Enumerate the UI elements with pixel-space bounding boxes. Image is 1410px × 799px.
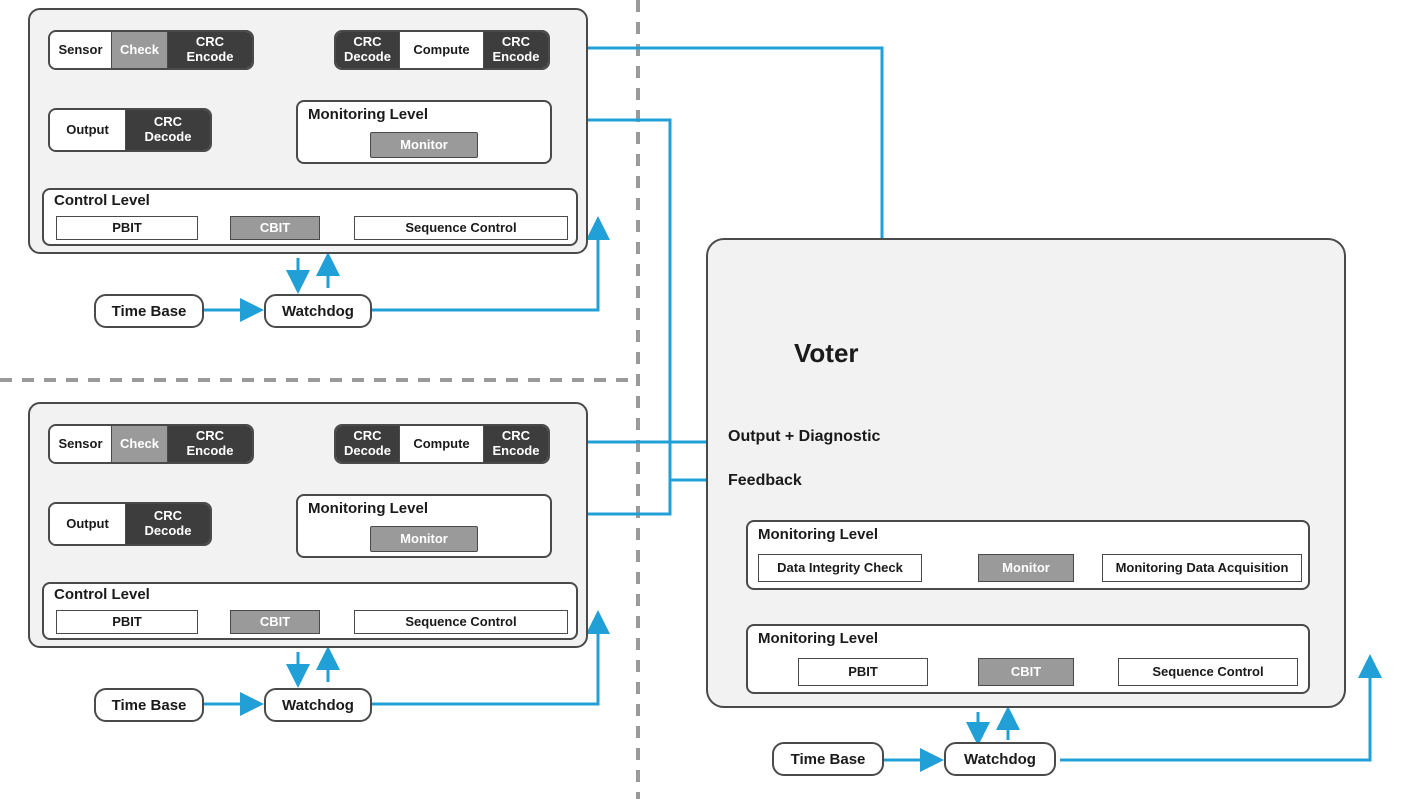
compute-cell: Compute — [400, 32, 484, 68]
sensor-cell-b: Sensor — [50, 426, 112, 462]
crc-decode-cell-a: CRC Decode — [336, 32, 400, 68]
control-level-title: Control Level — [54, 192, 150, 209]
monitoring-level-title: Monitoring Level — [308, 106, 428, 123]
voter-pbit-cell: PBIT — [798, 658, 928, 686]
voter-seq-cell: Sequence Control — [1118, 658, 1298, 686]
watchdog-a: Watchdog — [264, 294, 372, 328]
sensor-block: Sensor Check CRC Encode — [48, 30, 254, 70]
voter-cbit-cell: CBIT — [978, 658, 1074, 686]
pbit-cell-a: PBIT — [56, 216, 198, 240]
check-cell: Check — [112, 32, 168, 68]
crc-encode-cell-b2: CRC Encode — [484, 426, 548, 462]
voter-ml1-title: Monitoring Level — [758, 526, 878, 543]
seqctrl-cell-a: Sequence Control — [354, 216, 568, 240]
crc-encode-cell-b: CRC Encode — [168, 426, 252, 462]
monitor-cell-b: Monitor — [370, 526, 478, 552]
output-cell-b: Output — [50, 504, 126, 544]
monitoring-level-a: Monitoring Level Monitor — [296, 100, 552, 164]
cbit-cell-b: CBIT — [230, 610, 320, 634]
timebase-a: Time Base — [94, 294, 204, 328]
voter-monitor-cell: Monitor — [978, 554, 1074, 582]
crc-decode-cell-out: CRC Decode — [126, 110, 210, 150]
voter-ml2: Monitoring Level PBIT CBIT Sequence Cont… — [746, 624, 1310, 694]
cbit-cell-a: CBIT — [230, 216, 320, 240]
sensor-cell: Sensor — [50, 32, 112, 68]
output-block-b: Output CRC Decode — [48, 502, 212, 546]
sensor-block-b: Sensor Check CRC Encode — [48, 424, 254, 464]
timebase-b: Time Base — [94, 688, 204, 722]
pbit-cell-b: PBIT — [56, 610, 198, 634]
diagram-canvas: Sensor Check CRC Encode CRC Decode Compu… — [0, 0, 1410, 799]
feedback-label: Feedback — [728, 472, 802, 490]
output-diag-label: Output + Diagnostic — [728, 428, 880, 446]
crc-decode-cell-bout: CRC Decode — [126, 504, 210, 544]
check-cell-b: Check — [112, 426, 168, 462]
channel-b-panel: Sensor Check CRC Encode CRC Decode Compu… — [28, 402, 588, 648]
compute-block: CRC Decode Compute CRC Encode — [334, 30, 550, 70]
voter-ml2-title: Monitoring Level — [758, 630, 878, 647]
output-block: Output CRC Decode — [48, 108, 212, 152]
voter-ml1: Monitoring Level Data Integrity Check Mo… — [746, 520, 1310, 590]
crc-encode-cell-a2: CRC Encode — [484, 32, 548, 68]
output-cell: Output — [50, 110, 126, 150]
control-level-a: Control Level PBIT CBIT Sequence Control — [42, 188, 578, 246]
voter-timebase: Time Base — [772, 742, 884, 776]
voter-panel: Voter Output + Diagnostic Feedback Monit… — [706, 238, 1346, 708]
control-level-b: Control Level PBIT CBIT Sequence Control — [42, 582, 578, 640]
monitoring-acq-cell: Monitoring Data Acquisition — [1102, 554, 1302, 582]
voter-title: Voter — [794, 338, 859, 369]
data-integrity-cell: Data Integrity Check — [758, 554, 922, 582]
channel-a-panel: Sensor Check CRC Encode CRC Decode Compu… — [28, 8, 588, 254]
compute-block-b: CRC Decode Compute CRC Encode — [334, 424, 550, 464]
control-level-title-b: Control Level — [54, 586, 150, 603]
monitor-cell-a: Monitor — [370, 132, 478, 158]
voter-watchdog: Watchdog — [944, 742, 1056, 776]
monitoring-level-title-b: Monitoring Level — [308, 500, 428, 517]
monitoring-level-b: Monitoring Level Monitor — [296, 494, 552, 558]
compute-cell-b: Compute — [400, 426, 484, 462]
watchdog-b: Watchdog — [264, 688, 372, 722]
seqctrl-cell-b: Sequence Control — [354, 610, 568, 634]
crc-encode-cell: CRC Encode — [168, 32, 252, 68]
crc-decode-cell-b1: CRC Decode — [336, 426, 400, 462]
